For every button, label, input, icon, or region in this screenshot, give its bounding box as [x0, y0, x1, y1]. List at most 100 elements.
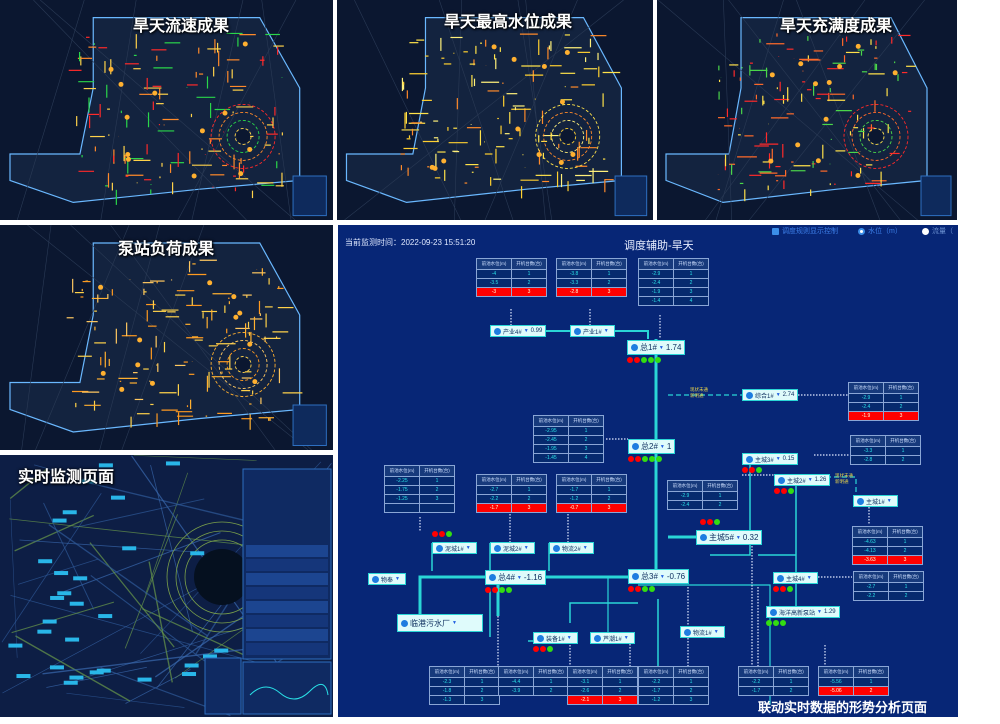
pump-off-indicator — [533, 646, 539, 652]
pump-station-node[interactable]: 主城4# ▼ — [773, 572, 818, 584]
caret-down-icon: ▼ — [775, 456, 781, 462]
caret-down-icon: ▼ — [775, 392, 781, 398]
table-row: -2.4 2 — [667, 500, 738, 510]
pump-station-node[interactable]: 总1# ▼ 1.74 — [627, 340, 686, 355]
pump-station-node[interactable]: 总4# ▼ -1.16 — [485, 570, 547, 585]
table-cell: -2.9 — [667, 491, 703, 501]
table-row: -1.7 3 — [476, 503, 547, 513]
pump-on-indicator — [642, 586, 648, 592]
pump-status-lights — [627, 357, 661, 363]
pump-rule-table: 前池水位(m) 开机台数(台) -2.25 1 -1.75 2 -1.25 3 — [384, 465, 455, 513]
table-header: 前池水位(m) — [738, 666, 774, 678]
table-header: 前池水位(m) — [498, 666, 534, 678]
pump-station-node[interactable]: 泥城1# ▼ — [432, 542, 477, 554]
pump-off-indicator — [707, 519, 713, 525]
table-cell: 2 — [853, 686, 889, 696]
table-cell: 3 — [511, 503, 547, 513]
rule-display-toggle[interactable]: 调度规则显示控制 — [772, 226, 838, 236]
table-header: 前池水位(m) — [818, 666, 854, 678]
pump-station-node[interactable]: 海洋高新泵站 ▼ 1.29 — [766, 606, 840, 618]
pump-station-node[interactable]: 芦潮1# ▼ — [590, 632, 635, 644]
table-row: -1.8 2 — [429, 686, 500, 696]
pump-status-lights — [700, 519, 720, 525]
table-cell: 1 — [591, 269, 627, 279]
table-cell: -2.7 — [853, 582, 889, 592]
table-cell: 3 — [673, 695, 709, 705]
table-cell: -1.75 — [384, 485, 420, 495]
panel-title: 旱天最高水位成果 — [444, 14, 573, 31]
table-cell: -2.8 — [556, 287, 592, 297]
caret-down-icon: ▼ — [523, 328, 529, 334]
table-cell: -3.63 — [852, 555, 888, 565]
table-cell: 4 — [673, 296, 709, 306]
table-row: -2.9 1 — [848, 393, 919, 403]
pump-off-indicator — [492, 587, 498, 593]
table-cell: -1.2 — [638, 695, 674, 705]
table-cell: 2 — [533, 686, 569, 696]
pump-status-lights — [742, 467, 762, 473]
table-header: 前池水位(m) — [852, 526, 888, 538]
pump-station-node[interactable]: 总2# ▼ 1 — [628, 439, 676, 454]
map-panel-pump-load: 泵站负荷成果 — [0, 225, 333, 450]
pump-station-node[interactable]: 总3# ▼ -0.76 — [628, 569, 690, 584]
station-name: 产业1# — [583, 329, 602, 336]
map-panel-dry-flow-velocity: 旱天流速成果 — [0, 0, 333, 220]
table-row: -3.3 1 — [850, 446, 921, 456]
pump-rule-table: 前池水位(m) 开机台数(台) -2.3 1 -1.8 2 -1.3 3 — [429, 666, 500, 705]
station-value: 0.15 — [782, 456, 795, 462]
pump-icon — [700, 534, 707, 541]
pump-station-node[interactable]: 临港污水厂 ▼ — [397, 614, 483, 632]
pump-on-indicator — [446, 531, 452, 537]
pump-station-node[interactable]: 主城5# ▼ 0.32 — [696, 530, 763, 545]
table-header: 开机台数(台) — [511, 474, 547, 486]
pump-rule-table: 前池水位(m) 开机台数(台) -4.4 1 -3.9 2 — [498, 666, 569, 696]
pump-status-lights — [773, 586, 793, 592]
pump-rule-table: 前池水位(m) 开机台数(台) -2.95 1 -2.45 2 -1.95 3 -1.45 4 — [533, 415, 604, 463]
pump-station-node[interactable]: 产业1# ▼ — [570, 325, 615, 337]
pump-station-node[interactable]: 主城3# ▼ 0.15 — [742, 453, 799, 465]
caret-down-icon: ▼ — [886, 498, 892, 504]
table-cell: -1.45 — [533, 453, 569, 463]
pump-off-indicator — [540, 646, 546, 652]
pump-station-node[interactable]: 产业4# ▼ 0.99 — [490, 325, 547, 337]
pump-station-node[interactable]: 综合1# ▼ 2.74 — [742, 389, 799, 401]
station-value: 0.32 — [742, 533, 759, 542]
pump-station-node[interactable]: 装备1# ▼ — [533, 632, 578, 644]
table-cell: -2.9 — [848, 393, 884, 403]
table-header: 开机台数(台) — [853, 666, 889, 678]
table-cell: -1.25 — [384, 494, 420, 504]
table-row: -2.95 1 — [533, 426, 604, 436]
pump-station-node[interactable]: 泥城2# ▼ — [490, 542, 535, 554]
pump-station-node[interactable]: 主城2# ▼ 1.26 — [774, 474, 831, 486]
table-cell: 2 — [419, 485, 455, 495]
pump-off-indicator — [432, 531, 438, 537]
water-level-radio[interactable]: 水位（m） — [858, 226, 902, 236]
pump-icon — [594, 634, 601, 642]
table-cell: -2.25 — [384, 476, 420, 486]
pump-rule-table: 前池水位(m) 开机台数(台) -1.7 1 -1.2 2 -0.7 3 — [556, 474, 627, 513]
table-cell: 1 — [885, 446, 921, 456]
table-cell: 1 — [568, 426, 604, 436]
pump-station-node[interactable]: 物流2# ▼ — [549, 542, 594, 554]
flow-radio[interactable]: 流量（ — [922, 226, 953, 236]
pump-rule-table: 前池水位(m) 开机台数(台) -2.9 1 -2.4 2 -1.9 3 -1.4 4 — [638, 258, 709, 306]
table-cell: -4.13 — [852, 546, 888, 556]
pump-station-node[interactable]: 主城1# ▼ — [853, 495, 898, 507]
pump-station-node[interactable]: 物流1# ▼ — [680, 626, 725, 638]
station-name: 物流2# — [562, 546, 581, 553]
table-cell: -1.2 — [556, 494, 592, 504]
pump-station-node[interactable]: 物奉 ▼ — [368, 573, 406, 585]
table-cell: -3.1 — [567, 677, 603, 687]
panel-title: 旱天流速成果 — [133, 18, 230, 35]
pump-on-indicator — [506, 587, 512, 593]
table-row: -4.63 1 — [852, 537, 923, 547]
panel-title: 实时监测页面 — [18, 469, 115, 486]
radio-selected-icon — [858, 227, 865, 235]
water-level-label: 水位（m） — [868, 228, 902, 235]
table-cell: 2 — [888, 591, 924, 601]
table-cell: 3 — [602, 695, 638, 705]
table-cell: -1.7 — [476, 503, 512, 513]
caret-down-icon: ▼ — [523, 545, 529, 551]
table-cell: 3 — [591, 287, 627, 297]
station-value: 1.26 — [814, 477, 827, 483]
